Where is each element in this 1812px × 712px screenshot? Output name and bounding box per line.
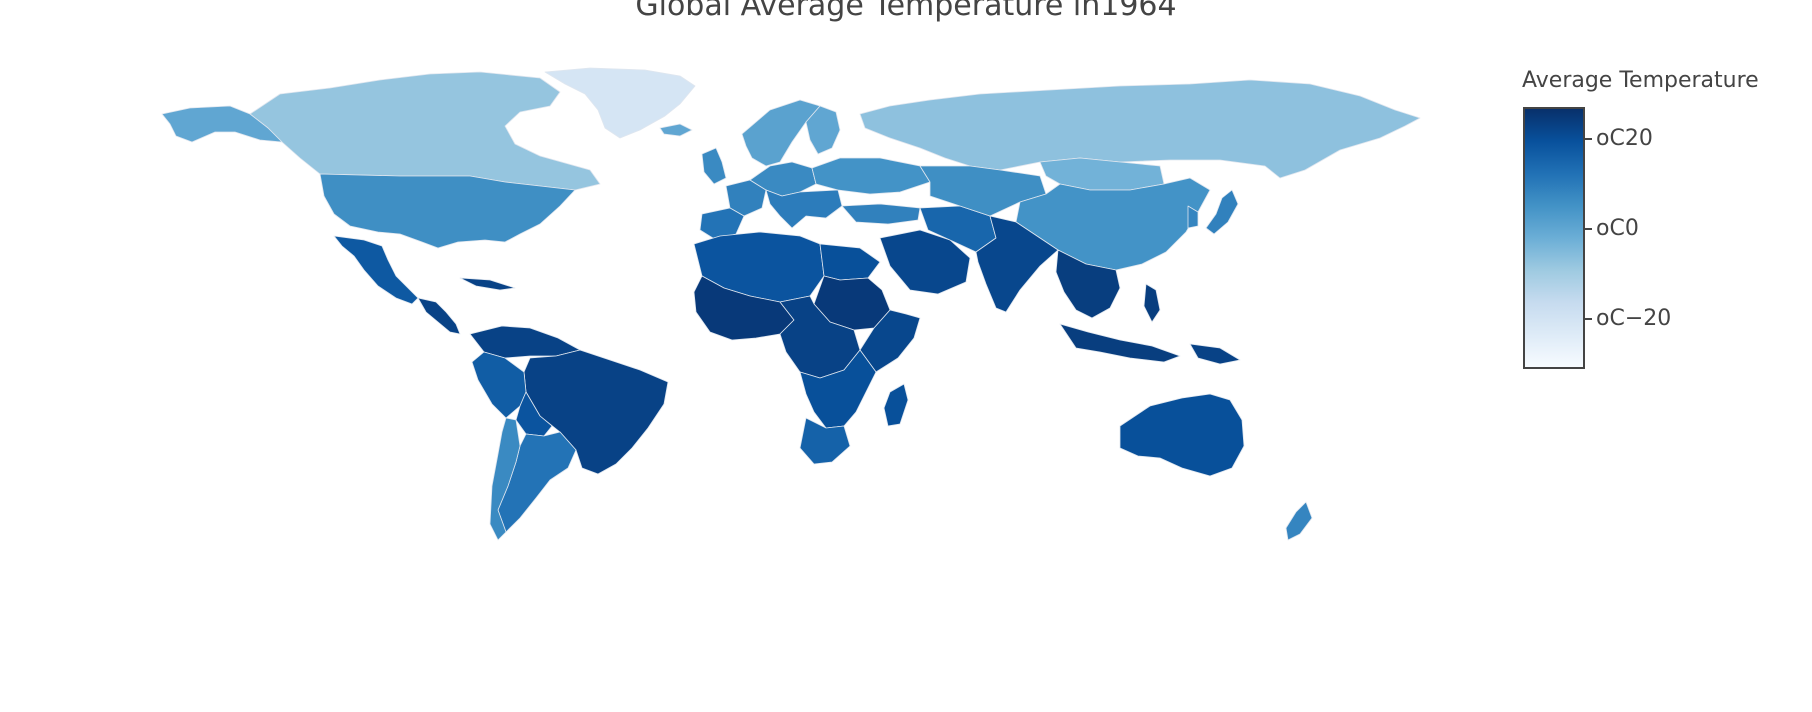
colorbar-tick-minus20: [1584, 318, 1592, 320]
country-west-africa[interactable]: West Africa: [693, 275, 795, 341]
colorbar-tick-label-minus20: oC−20: [1596, 306, 1672, 331]
colorbar-tick-label-20: oC20: [1596, 126, 1653, 151]
country-norway-sweden[interactable]: Norway Sweden: [741, 99, 821, 167]
colorbar-tick-0: [1584, 228, 1592, 230]
country-united-states[interactable]: United States: [319, 173, 576, 249]
country-turkey[interactable]: Turkey: [841, 203, 921, 225]
country-united-kingdom[interactable]: United Kingdom: [701, 147, 727, 185]
country-korea[interactable]: Korea: [1187, 205, 1199, 229]
country-central-america[interactable]: Central America: [417, 297, 461, 335]
country-japan[interactable]: Japan: [1205, 189, 1239, 235]
country-egypt[interactable]: Egypt: [819, 243, 881, 281]
country-mexico[interactable]: Mexico: [333, 235, 419, 305]
country-italy-balkans[interactable]: Italy Balkans: [765, 189, 843, 229]
country-south-africa[interactable]: South Africa: [799, 417, 851, 465]
country-indonesia[interactable]: Indonesia: [1059, 323, 1181, 363]
country-eastern-europe[interactable]: Eastern Europe: [811, 157, 931, 195]
chart-title: Global Average Temperature in1964: [635, 0, 1177, 23]
colorbar-legend: Average Temperature oC20 oC0 oC−20: [1522, 68, 1802, 388]
colorbar-tick-20: [1584, 138, 1592, 140]
country-finland[interactable]: Finland: [805, 105, 841, 155]
country-madagascar[interactable]: Madagascar: [883, 383, 909, 427]
country-southeast-asia[interactable]: Southeast Asia: [1055, 249, 1121, 319]
country-peru[interactable]: Peru: [471, 351, 527, 419]
country-cuba[interactable]: Cuba: [459, 277, 516, 291]
colorbar: [1523, 107, 1585, 369]
country-chile[interactable]: Chile: [489, 417, 521, 541]
country-russia[interactable]: Russia: [859, 79, 1421, 179]
country-arabian-peninsula[interactable]: Arabian Peninsula: [879, 229, 971, 295]
country-new-zealand[interactable]: New Zealand: [1285, 501, 1313, 541]
colorbar-tick-label-0: oC0: [1596, 216, 1639, 241]
country-shapes: GreenlandCanadaAlaska Russia United States…: [161, 67, 1421, 541]
country-australia[interactable]: Australia: [1119, 393, 1245, 477]
country-greenland[interactable]: Greenland: [544, 67, 696, 139]
country-india[interactable]: India: [975, 215, 1059, 313]
country-iceland[interactable]: Iceland: [659, 123, 693, 137]
country-philippines[interactable]: Philippines: [1143, 283, 1161, 323]
country-canada[interactable]: Canada: [249, 71, 601, 191]
colorbar-title: Average Temperature: [1522, 68, 1759, 93]
country-papua-new-guinea[interactable]: Papua New Guinea: [1189, 343, 1241, 365]
country-alaska[interactable]: Alaska: [161, 105, 283, 143]
world-map: GreenlandCanadaAlaska Russia United States…: [161, 67, 1421, 541]
country-southern-africa[interactable]: Southern Africa: [799, 349, 877, 429]
